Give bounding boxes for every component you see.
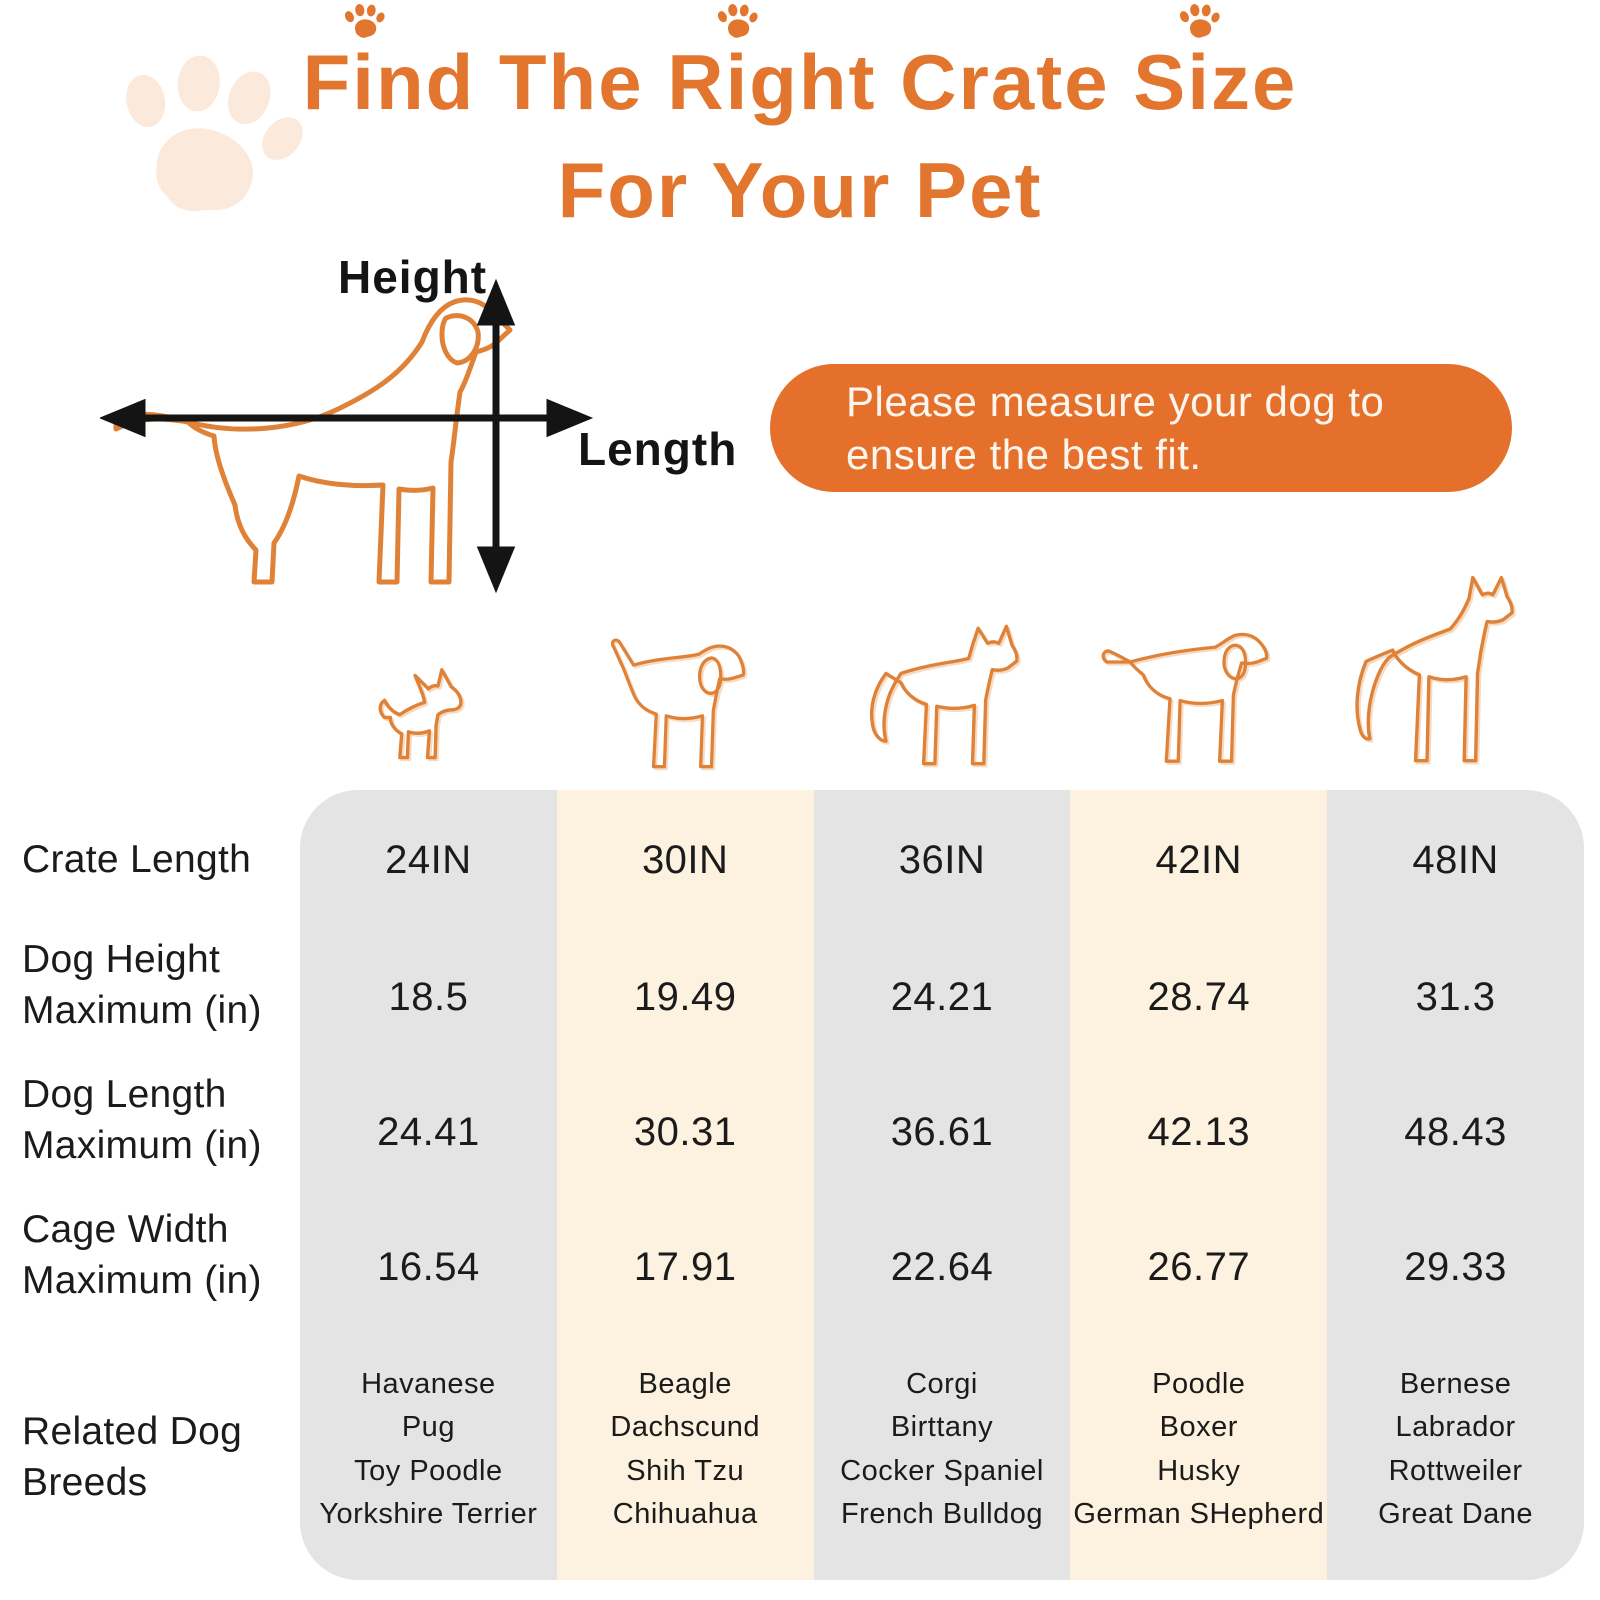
breeds-list: Havanese Pug Toy Poodle Yorkshire Terrier <box>300 1335 557 1580</box>
breed-line: Birttany <box>890 1411 994 1443</box>
breeds-list: Beagle Dachscund Shih Tzu Chihuahua <box>557 1335 814 1580</box>
row-label-related-breeds: Related Dog Breeds <box>22 1335 294 1580</box>
dog-height-max-value: 18.5 <box>388 975 469 1019</box>
dog-height-max-value: 24.21 <box>890 975 994 1019</box>
paw-dot-icon <box>1178 3 1221 39</box>
dog-length-max-value: 48.43 <box>1404 1110 1507 1154</box>
breed-line: Cocker Spaniel <box>840 1454 1044 1487</box>
dog-icon-labrador <box>1101 632 1269 763</box>
table-column: 42IN 28.74 42.13 26.77 Poodle Boxer Husky G… <box>1070 790 1328 1580</box>
row-label-line: Dog Height <box>22 937 221 981</box>
measure-note-pill: Please measure your dog to ensure the be… <box>770 364 1512 492</box>
dog-height-max-value: 28.74 <box>1147 975 1251 1019</box>
cage-width-max-value: 22.64 <box>890 1245 994 1289</box>
row-label-line: Maximum (in) <box>22 988 262 1032</box>
table-column: 48IN 31.3 48.43 29.33 Bernese Labrador Rot… <box>1327 790 1584 1580</box>
breed-line: Rottweiler <box>1388 1454 1523 1487</box>
title-i-with-paw: i <box>343 3 386 136</box>
dog-height-max-value: 19.49 <box>633 975 737 1019</box>
crate-length-value: 24IN <box>385 837 472 882</box>
note-line-2: ensure the best fit. <box>846 431 1202 478</box>
breed-line: Pug <box>401 1411 455 1443</box>
breed-line: German SHepherd <box>1073 1498 1325 1530</box>
breed-line: Yorkshire Terrier <box>319 1498 538 1530</box>
breed-line: Boxer <box>1159 1411 1238 1443</box>
row-label-line: Crate Length <box>22 837 252 881</box>
title-i-with-paw: i <box>716 3 759 136</box>
measure-diagram-svg <box>100 278 594 594</box>
crate-length-value: 48IN <box>1412 837 1499 882</box>
breed-line: Dachscund <box>610 1411 760 1443</box>
breed-line: Husky <box>1157 1454 1241 1487</box>
row-label-cage-width-max: Cage Width Maximum (in) <box>22 1200 294 1335</box>
table-column: 36IN 24.21 36.61 22.64 Corgi Birttany Cock… <box>813 790 1071 1580</box>
title-line-1: F ind The R ight Crate S ize <box>0 3 1600 136</box>
height-arrow <box>476 278 516 594</box>
length-arrow <box>100 398 594 438</box>
paw-dot-icon <box>716 3 759 39</box>
breed-line: Labrador <box>1395 1411 1516 1443</box>
row-label-line: Maximum (in) <box>22 1258 262 1302</box>
row-label-line: Cage Width <box>22 1207 229 1251</box>
row-label-line: Related Dog <box>22 1409 243 1453</box>
breed-line: Toy Poodle <box>354 1454 503 1487</box>
crate-length-value: 42IN <box>1155 837 1243 882</box>
crate-size-table: 24IN 18.5 24.41 16.54 Havanese Pug Toy Poo… <box>300 790 1584 1580</box>
breed-line: Poodle <box>1152 1367 1246 1400</box>
dog-outline <box>113 297 513 585</box>
note-line-1: Please measure your dog to <box>846 378 1385 425</box>
breed-line: Chihuahua <box>612 1498 758 1530</box>
dog-icon-great-dane <box>1355 575 1514 763</box>
table-column: 24IN 18.5 24.41 16.54 Havanese Pug Toy Poo… <box>300 790 557 1580</box>
dog-height-max-value: 31.3 <box>1415 975 1496 1019</box>
cage-width-max-value: 16.54 <box>377 1245 480 1289</box>
dog-length-max-value: 42.13 <box>1147 1110 1251 1154</box>
row-label-dog-height-max: Dog Height Maximum (in) <box>22 930 294 1065</box>
breeds-list: Poodle Boxer Husky German SHepherd <box>1070 1335 1327 1580</box>
breed-line: French Bulldog <box>840 1498 1044 1530</box>
breed-line: Corgi <box>906 1367 978 1400</box>
row-label-line: Breeds <box>22 1460 148 1504</box>
breed-line: Bernese <box>1399 1367 1512 1400</box>
breed-line: Beagle <box>638 1367 732 1400</box>
row-labels: Crate Length Dog Height Maximum (in) Dog … <box>22 790 294 1580</box>
dog-ear <box>439 313 481 366</box>
height-label: Height <box>338 251 488 303</box>
dog-length-max-value: 24.41 <box>377 1110 480 1154</box>
dog-icon-beagle <box>610 638 746 769</box>
title-line-2: For Your Pet <box>557 146 1043 234</box>
dog-length-max-value: 30.31 <box>633 1110 737 1154</box>
table-column: 30IN 19.49 30.31 17.91 Beagle Dachscund Sh… <box>556 790 814 1580</box>
breeds-list: Bernese Labrador Rottweiler Great Dane <box>1327 1335 1584 1580</box>
row-label-line: Maximum (in) <box>22 1123 262 1167</box>
breed-line: Shih Tzu <box>626 1454 745 1487</box>
cage-width-max-value: 26.77 <box>1147 1245 1251 1289</box>
breed-line: Havanese <box>361 1367 496 1400</box>
breed-line: Great Dane <box>1378 1498 1534 1530</box>
dog-icon-chihuahua <box>378 668 463 760</box>
crate-length-value: 36IN <box>898 837 986 882</box>
length-label: Length <box>578 423 738 475</box>
dog-length-max-value: 36.61 <box>890 1110 994 1154</box>
title-i-with-paw: i <box>1178 3 1221 136</box>
dog-icon-husky <box>870 624 1019 766</box>
row-label-crate-length: Crate Length <box>22 790 294 930</box>
paw-dot-icon <box>343 3 386 39</box>
page-title: F ind The R ight Crate S ize For Your Pe… <box>0 3 1600 244</box>
crate-length-value: 30IN <box>641 837 729 882</box>
cage-width-max-value: 17.91 <box>633 1245 737 1289</box>
cage-width-max-value: 29.33 <box>1404 1245 1507 1289</box>
row-label-line: Dog Length <box>22 1072 227 1116</box>
row-label-dog-length-max: Dog Length Maximum (in) <box>22 1065 294 1200</box>
breeds-list: Corgi Birttany Cocker Spaniel French Bulldo… <box>814 1335 1071 1580</box>
